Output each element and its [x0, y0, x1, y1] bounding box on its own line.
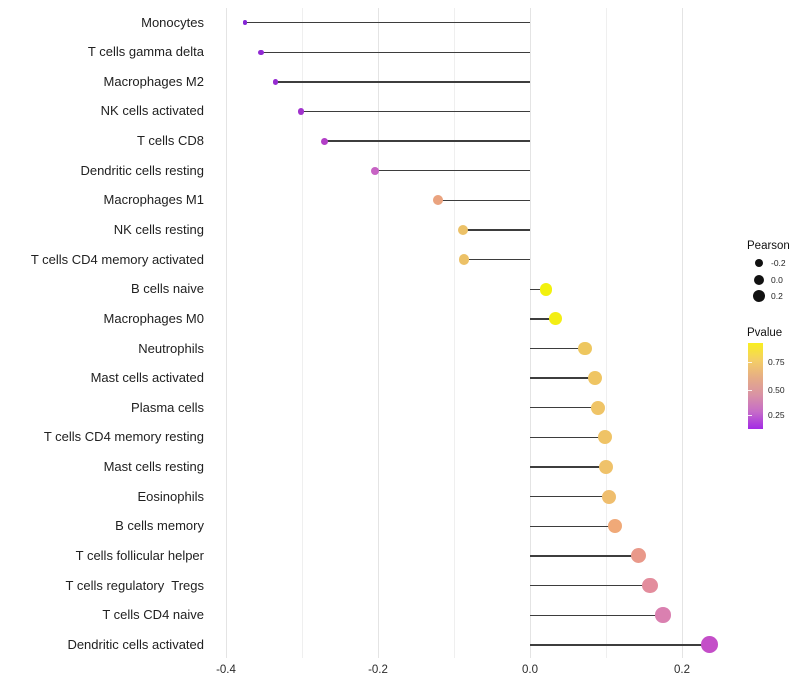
- gridline: [453, 8, 455, 658]
- gridline: [377, 8, 379, 658]
- lollipop-point: [539, 282, 553, 296]
- legend-size-label: 0.2: [771, 291, 783, 301]
- lollipop-point: [457, 224, 469, 236]
- category-label: Mast cells resting: [103, 459, 204, 475]
- lollipop-stem: [463, 258, 530, 261]
- legend-size-dot: [754, 275, 764, 285]
- gridline: [301, 8, 303, 658]
- category-label: T cells gamma delta: [87, 44, 204, 60]
- category-label: Macrophages M1: [103, 192, 204, 208]
- pvalue-legend-title: Pvalue: [747, 327, 783, 339]
- lollipop-stem: [530, 525, 616, 527]
- gridline: [681, 8, 683, 658]
- category-label: Monocytes: [141, 14, 204, 30]
- lollipop-point: [588, 371, 603, 386]
- lollipop-point: [549, 312, 563, 326]
- lollipop-point: [370, 166, 380, 175]
- lollipop-stem: [245, 21, 530, 24]
- lollipop-stem: [530, 584, 651, 587]
- lollipop-stem: [374, 170, 530, 172]
- lollipop-point: [607, 519, 623, 534]
- lollipop-point: [642, 577, 658, 594]
- lollipop-point: [598, 430, 613, 445]
- gridline: [225, 8, 227, 658]
- category-label: NK cells activated: [100, 103, 204, 119]
- category-label: T cells regulatory Tregs: [65, 577, 204, 593]
- category-label: B cells memory: [115, 518, 204, 534]
- category-label: Eosinophils: [137, 488, 205, 504]
- lollipop-point: [258, 49, 264, 55]
- x-tick-label: -0.4: [216, 664, 236, 676]
- colorbar-tick-label: 0.25: [768, 410, 785, 420]
- lollipop-stem: [275, 81, 530, 83]
- lollipop-stem: [438, 199, 530, 202]
- category-label: Neutrophils: [138, 340, 204, 356]
- category-label: Macrophages M0: [103, 310, 204, 326]
- lollipop-stem: [530, 436, 606, 439]
- lollipop-point: [700, 636, 718, 654]
- lollipop-point: [458, 254, 470, 265]
- lollipop-stem: [530, 614, 663, 616]
- lollipop-point: [242, 20, 248, 26]
- lollipop-stem: [530, 377, 596, 379]
- lollipop-point: [577, 341, 592, 356]
- lollipop-point: [598, 459, 614, 475]
- category-label: T cells CD4 memory activated: [30, 251, 204, 267]
- lollipop-stem: [530, 288, 546, 290]
- lollipop-stem: [530, 347, 585, 350]
- legend-size-label: 0.0: [771, 275, 783, 285]
- lollipop-stem: [260, 51, 530, 53]
- legend-size-dot: [755, 259, 763, 267]
- category-label: Dendritic cells resting: [80, 162, 204, 178]
- colorbar-tick-label: 0.75: [768, 357, 785, 367]
- legend-size-dot: [753, 290, 765, 302]
- lollipop-stem: [463, 229, 530, 231]
- x-tick-label: -0.2: [368, 664, 388, 676]
- lollipop-stem: [530, 318, 556, 320]
- lollipop-point: [590, 400, 605, 415]
- gridline: [529, 8, 531, 658]
- lollipop-point: [272, 79, 279, 85]
- colorbar-tick-label: 0.50: [768, 385, 785, 395]
- category-label: Mast cells activated: [90, 370, 204, 386]
- category-label: B cells naive: [131, 281, 204, 297]
- lollipop-point: [655, 607, 671, 623]
- category-label: T cells CD8: [137, 133, 204, 149]
- lollipop-stem: [530, 466, 606, 468]
- gridline: [605, 8, 607, 658]
- lollipop-point: [631, 548, 647, 564]
- lollipop-stem: [530, 555, 639, 557]
- category-label: T cells follicular helper: [75, 547, 204, 563]
- colorbar-tick: [748, 415, 752, 416]
- lollipop-stem: [530, 495, 610, 498]
- x-tick-label: 0.0: [522, 664, 538, 676]
- category-label: Dendritic cells activated: [67, 636, 204, 652]
- lollipop-point: [433, 195, 443, 206]
- lollipop-point: [298, 108, 305, 115]
- category-label: Macrophages M2: [103, 73, 204, 89]
- lollipop-stem: [530, 407, 598, 409]
- lollipop-stem: [530, 644, 710, 646]
- lollipop-point: [321, 137, 329, 145]
- category-label: T cells CD4 naive: [102, 607, 204, 623]
- category-label: Plasma cells: [131, 399, 204, 415]
- pvalue-colorbar: [748, 343, 763, 429]
- category-label: T cells CD4 memory resting: [43, 429, 204, 445]
- x-tick-label: 0.2: [674, 664, 690, 676]
- colorbar-tick: [748, 390, 752, 391]
- lollipop-point: [601, 489, 617, 504]
- pearson-legend-title: Pearson: [747, 240, 790, 252]
- lollipop-stem: [324, 140, 530, 142]
- colorbar-tick: [748, 362, 752, 363]
- category-label: NK cells resting: [113, 222, 204, 237]
- lollipop-stem: [301, 110, 530, 113]
- legend-size-label: -0.2: [771, 258, 786, 268]
